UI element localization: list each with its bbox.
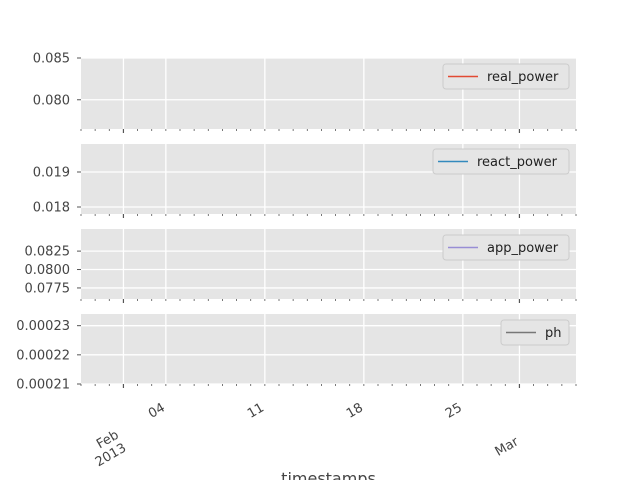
legend: ph — [500, 319, 570, 346]
y-tick-label: 0.00023 — [16, 319, 70, 334]
subplot-1: 0.080 0.085 real_power — [33, 52, 577, 133]
subplot-2: 0.018 0.019 react_power — [33, 144, 577, 218]
subplot-3: 0.0775 0.0800 0.0825 app_power — [25, 229, 577, 303]
y-tick-label: 0.019 — [33, 166, 70, 181]
legend: real_power — [442, 63, 570, 90]
y-tick-label: 0.080 — [33, 93, 70, 108]
x-tick-label: 18 — [344, 400, 366, 421]
y-tick-label: 0.0800 — [25, 263, 71, 278]
legend-box — [442, 234, 570, 261]
legend-box — [432, 148, 570, 175]
legend: app_power — [442, 234, 570, 261]
legend-label: ph — [545, 326, 562, 341]
x-tick-label: Mar — [493, 434, 522, 460]
y-tick-label: 0.00021 — [16, 378, 70, 393]
x-axis-label: timestamps — [281, 469, 376, 480]
y-tick-label: 0.0775 — [25, 281, 71, 296]
legend-label: real_power — [487, 70, 559, 85]
x-tick-label: 04 — [146, 400, 168, 421]
legend: react_power — [432, 148, 570, 175]
x-tick-label: 11 — [245, 400, 267, 421]
y-tick-label: 0.0825 — [25, 245, 71, 260]
x-tick-label: Feb2013 — [85, 428, 129, 470]
legend-label: react_power — [477, 155, 558, 170]
legend-box — [442, 63, 570, 90]
x-tick-labels: 04 11 18 25 Feb2013 Mar — [85, 400, 522, 470]
x-tick-label-line: Mar — [493, 434, 522, 460]
x-tick-label: 25 — [443, 400, 465, 421]
subplot-4: 0.00021 0.00022 0.00023 ph — [16, 314, 577, 393]
y-tick-label: 0.00022 — [16, 348, 70, 363]
y-tick-label: 0.018 — [33, 201, 70, 216]
y-tick-label: 0.085 — [33, 52, 70, 67]
legend-label: app_power — [487, 241, 559, 256]
